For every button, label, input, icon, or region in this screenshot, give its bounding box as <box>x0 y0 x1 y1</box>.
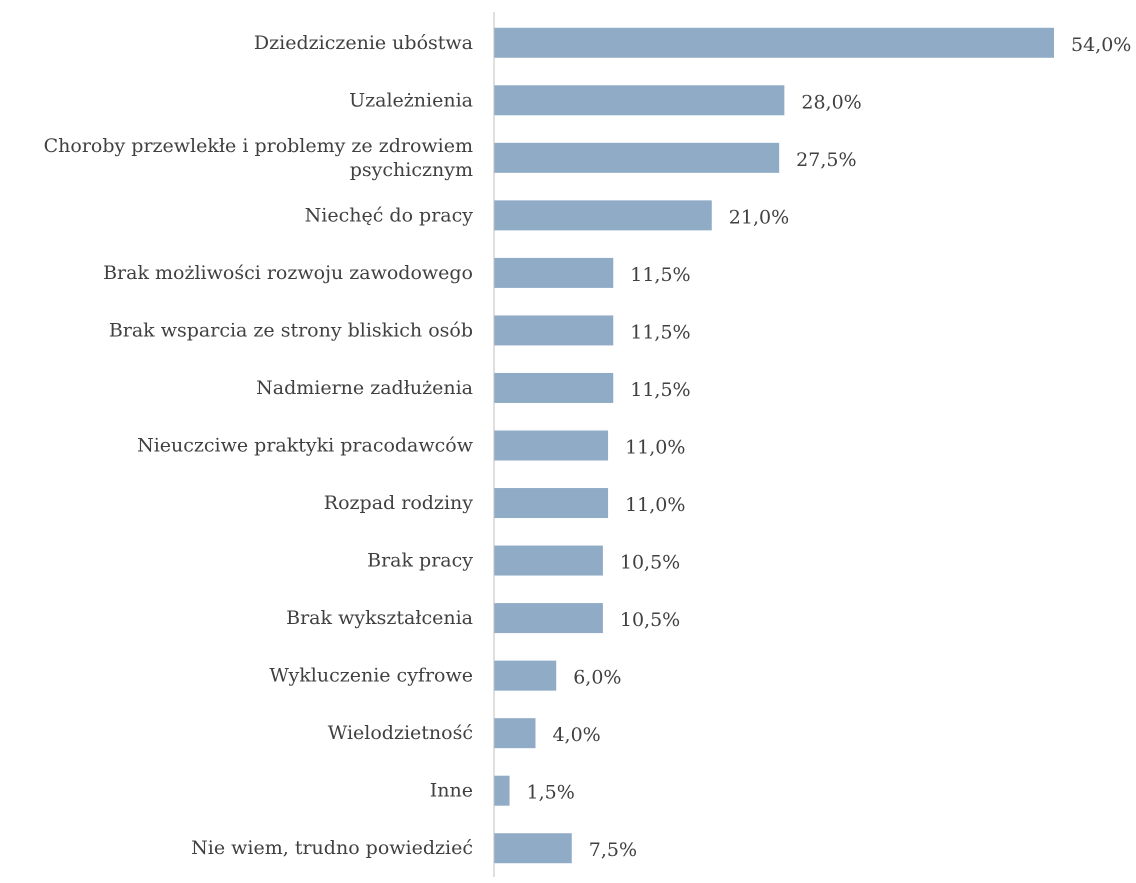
bar-nie-wiem-trudno-powiedziec <box>494 833 572 864</box>
value-label-dziedziczenie-ubostwa: 54,0% <box>1071 34 1131 56</box>
bar-niechec-do-pracy <box>494 200 712 231</box>
value-labels-layer: 54,0% 28,0% 27,5% 21,0% 11,5% 11,5% 11,5% 11,0%… <box>527 34 1132 861</box>
bar-wykluczenie-cyfrowe <box>494 660 557 691</box>
bar-brak-mozliwosci-rozwoju-zawodowego <box>494 257 614 288</box>
bar-choroby-przewlekle-i-problemy-ze-zdrowiem-psychicznym <box>494 142 780 173</box>
bar-inne <box>494 775 510 806</box>
value-label-nieuczciwe-praktyki-pracodawcow: 11,0% <box>625 437 685 459</box>
value-label-wielodzietnosc: 4,0% <box>552 724 600 746</box>
category-label-niechec-do-pracy: Niechęć do pracy <box>305 204 474 226</box>
category-label-brak-pracy: Brak pracy <box>367 550 473 572</box>
category-label-nieuczciwe-praktyki-pracodawcow: Nieuczciwe praktyki pracodawców <box>137 435 474 457</box>
bar-brak-pracy <box>494 545 603 576</box>
value-label-rozpad-rodziny: 11,0% <box>625 494 685 516</box>
bar-wielodzietnosc <box>494 718 536 749</box>
category-label-brak-mozliwosci-rozwoju-zawodowego: Brak możliwości rozwoju zawodowego <box>103 262 473 284</box>
value-label-brak-wyksztalcenia: 10,5% <box>620 609 680 631</box>
value-label-brak-wsparcia-ze-strony-bliskich-osob: 11,5% <box>630 321 690 343</box>
bar-dziedziczenie-ubostwa <box>494 27 1054 58</box>
bar-brak-wyksztalcenia <box>494 603 603 634</box>
bars-layer <box>494 27 1054 864</box>
bar-rozpad-rodziny <box>494 488 609 519</box>
category-label-wykluczenie-cyfrowe: Wykluczenie cyfrowe <box>269 665 473 687</box>
category-label-nie-wiem-trudno-powiedziec: Nie wiem, trudno powiedzieć <box>191 837 473 859</box>
value-label-brak-mozliwosci-rozwoju-zawodowego: 11,5% <box>630 264 690 286</box>
category-label-rozpad-rodziny: Rozpad rodziny <box>324 492 473 514</box>
bar-nieuczciwe-praktyki-pracodawcow <box>494 430 609 461</box>
value-label-brak-pracy: 10,5% <box>620 552 680 574</box>
bar-uzaleznienia <box>494 85 785 116</box>
category-label-wielodzietnosc: Wielodzietność <box>328 722 473 744</box>
value-label-wykluczenie-cyfrowe: 6,0% <box>573 667 621 689</box>
category-labels-layer: Dziedziczenie ubóstwa Uzależnienia Choroby… <box>44 32 474 859</box>
bar-nadmierne-zadluzenia <box>494 372 614 403</box>
value-label-inne: 1,5% <box>527 782 575 804</box>
category-label-inne: Inne <box>430 780 473 802</box>
value-label-nadmierne-zadluzenia: 11,5% <box>630 379 690 401</box>
category-label-choroby-przewlekle-i-problemy-ze-zdrowiem-psychicznym: Choroby przewlekłe i problemy ze zdrowie… <box>44 135 473 181</box>
value-label-uzaleznienia: 28,0% <box>801 91 861 113</box>
bar-brak-wsparcia-ze-strony-bliskich-osob <box>494 315 614 346</box>
category-label-brak-wsparcia-ze-strony-bliskich-osob: Brak wsparcia ze strony bliskich osób <box>109 319 473 341</box>
category-label-brak-wyksztalcenia: Brak wykształcenia <box>286 607 473 629</box>
category-label-uzaleznienia: Uzależnienia <box>349 89 473 111</box>
value-label-choroby-przewlekle-i-problemy-ze-zdrowiem-psychicznym: 27,5% <box>796 149 856 171</box>
value-label-nie-wiem-trudno-powiedziec: 7,5% <box>589 839 637 861</box>
category-label-nadmierne-zadluzenia: Nadmierne zadłużenia <box>256 377 473 399</box>
value-label-niechec-do-pracy: 21,0% <box>729 206 789 228</box>
category-label-dziedziczenie-ubostwa: Dziedziczenie ubóstwa <box>254 32 473 54</box>
